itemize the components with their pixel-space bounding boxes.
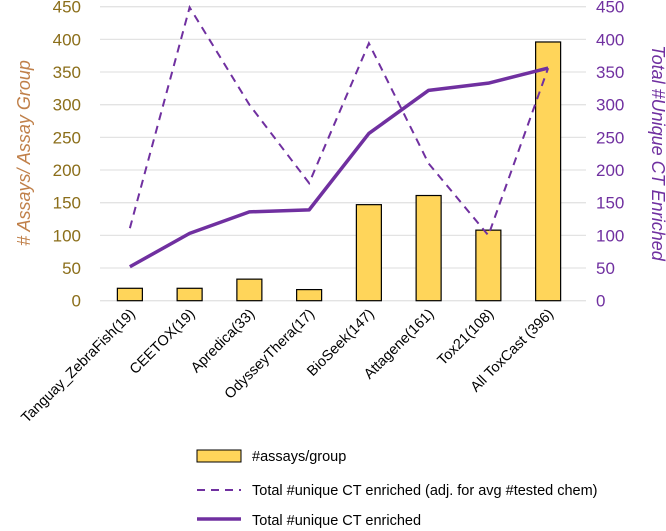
bar (176, 287, 203, 302)
legend-label-dashed: Total #unique CT enriched (adj. for avg … (252, 483, 598, 499)
bar (355, 204, 382, 302)
bar (236, 278, 263, 302)
right-axis-ticks: 0 50 100 150 200 250 300 350 400 450 (596, 0, 624, 311)
lines (128, 4, 550, 269)
left-tick-label: 450 (53, 0, 81, 17)
x-tick-label: Tanguay_ZebraFish(19) (19, 306, 139, 426)
left-tick-label: 350 (53, 63, 81, 82)
left-axis-title: # Assays/ Assay Group (14, 60, 34, 246)
left-tick-label: 150 (53, 194, 81, 213)
left-tick-label: 400 (53, 30, 81, 49)
right-tick-label: 450 (596, 0, 624, 17)
bar (475, 229, 502, 302)
bar (415, 194, 442, 302)
right-tick-label: 0 (596, 292, 605, 311)
right-tick-label: 100 (596, 226, 624, 245)
left-axis-ticks: 0 50 100 150 200 250 300 350 400 450 (53, 0, 81, 311)
left-tick-label: 200 (53, 161, 81, 180)
right-tick-label: 300 (596, 96, 624, 115)
left-tick-label: 50 (62, 259, 81, 278)
left-tick-label: 100 (53, 226, 81, 245)
bar (296, 288, 323, 302)
bar (116, 287, 143, 302)
gridlines (100, 6, 586, 302)
legend-label-bar: #assays/group (252, 449, 346, 465)
legend: #assays/group Total #unique CT enriched … (196, 449, 598, 529)
left-tick-label: 0 (72, 292, 81, 311)
right-axis-title: Total #Unique CT Enriched (648, 45, 666, 261)
right-tick-label: 50 (596, 259, 615, 278)
right-tick-label: 150 (596, 194, 624, 213)
right-tick-label: 350 (596, 63, 624, 82)
left-tick-label: 250 (53, 128, 81, 147)
bars (116, 41, 562, 302)
right-tick-label: 200 (596, 161, 624, 180)
right-tick-label: 400 (596, 30, 624, 49)
left-tick-label: 300 (53, 96, 81, 115)
legend-label-solid: Total #unique CT enriched (252, 513, 421, 529)
legend-swatch-bar (196, 449, 242, 463)
x-tick-label: Tox21(108) (435, 306, 498, 369)
x-axis-labels: Tanguay_ZebraFish(19)CEETOX(19)Apredica(… (19, 306, 557, 426)
solid-line-unique-ct (129, 66, 549, 269)
bar (535, 41, 562, 302)
right-tick-label: 250 (596, 128, 624, 147)
dashed-line-adjusted-ct (128, 4, 550, 238)
